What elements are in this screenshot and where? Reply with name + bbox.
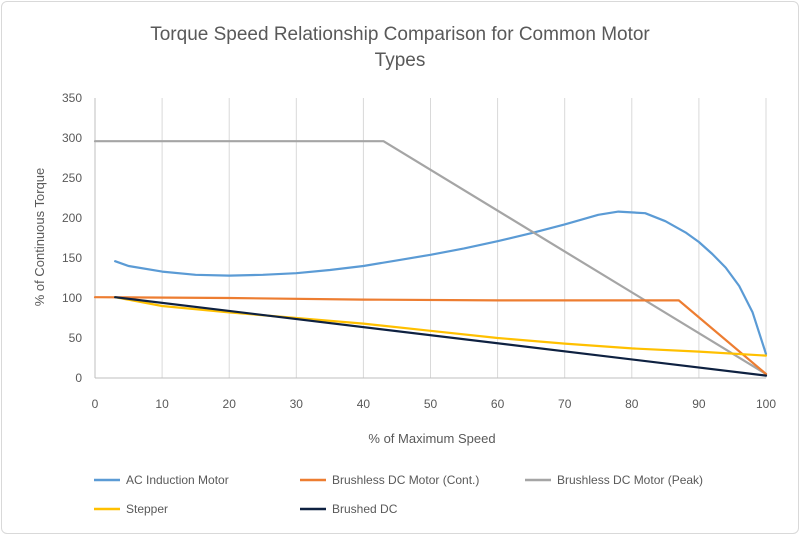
series-line-brushless-dc-motor-cont	[93, 296, 768, 376]
y-tick-label: 350	[62, 91, 82, 105]
y-axis-label: % of Continuous Torque	[32, 168, 47, 307]
legend-label: Brushless DC Motor (Cont.)	[332, 473, 479, 487]
series-line-stepper	[113, 296, 768, 357]
x-tick-label: 100	[756, 397, 776, 411]
y-tick-label: 300	[62, 131, 82, 145]
legend-label: Stepper	[126, 502, 168, 516]
y-tick-label: 0	[75, 371, 82, 385]
x-tick-label: 0	[92, 397, 99, 411]
chart-title-line-1: Torque Speed Relationship Comparison for…	[150, 24, 650, 45]
x-tick-label: 10	[155, 397, 169, 411]
series-line-brushless-dc-motor-peak	[93, 140, 768, 376]
data-series	[93, 140, 768, 377]
y-tick-label: 250	[62, 171, 82, 185]
y-tick-label: 50	[69, 331, 83, 345]
x-tick-label: 80	[625, 397, 639, 411]
series-line-ac-induction-motor	[113, 210, 768, 356]
y-tick-labels: 0 50 100 150 200 250 300 350	[62, 91, 82, 385]
y-tick-label: 200	[62, 211, 82, 225]
axes	[94, 98, 766, 379]
y-tick-label: 150	[62, 251, 82, 265]
x-tick-labels: 0 10 20 30 40 50 60 70 80 90 100	[92, 397, 777, 411]
series-line-brushed-dc	[113, 296, 768, 377]
x-tick-label: 70	[558, 397, 572, 411]
x-axis-label: % of Maximum Speed	[368, 431, 495, 446]
legend-label: Brushed DC	[332, 502, 398, 516]
y-tick-label: 100	[62, 291, 82, 305]
x-tick-label: 40	[357, 397, 371, 411]
x-tick-label: 30	[290, 397, 304, 411]
legend: AC Induction Motor Brushless DC Motor (Co…	[94, 473, 703, 516]
x-tick-label: 20	[223, 397, 237, 411]
x-tick-label: 90	[692, 397, 706, 411]
chart-title-line-2: Types	[375, 50, 426, 71]
x-tick-label: 50	[424, 397, 438, 411]
gridlines	[161, 98, 767, 378]
x-tick-label: 60	[491, 397, 505, 411]
legend-label: AC Induction Motor	[126, 473, 229, 487]
legend-label: Brushless DC Motor (Peak)	[557, 473, 703, 487]
